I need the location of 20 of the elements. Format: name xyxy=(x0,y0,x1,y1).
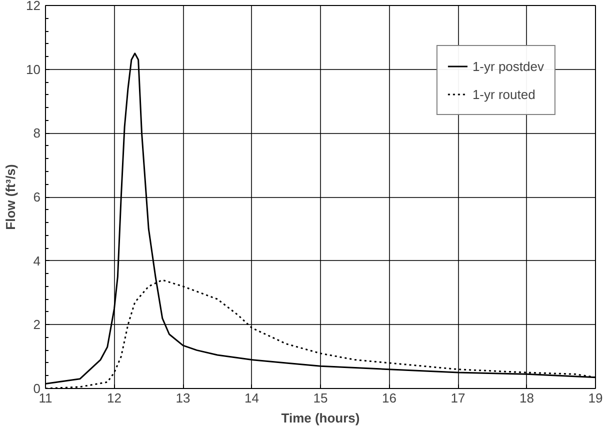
y-tick-label: 2 xyxy=(33,317,41,332)
x-tick-label: 11 xyxy=(38,390,52,406)
x-tick-label: 16 xyxy=(382,390,396,406)
x-tick-label: 13 xyxy=(176,390,190,406)
x-tick-label: 14 xyxy=(244,390,259,406)
y-tick-label: 12 xyxy=(26,0,41,13)
x-tick-label: 12 xyxy=(107,390,122,406)
x-tick-label: 19 xyxy=(588,390,603,406)
y-tick-label: 8 xyxy=(33,126,41,141)
y-tick-label: 6 xyxy=(33,190,41,204)
y-tick-label: 0 xyxy=(33,381,41,396)
x-tick-label: 17 xyxy=(450,390,466,406)
y-tick-label: 4 xyxy=(33,253,41,268)
y-axis-title: Flow (ft³/s) xyxy=(3,164,18,230)
legend-label: 1-yr routed xyxy=(472,86,536,102)
x-tick-label: 18 xyxy=(520,390,534,406)
x-axis-title: Time (hours) xyxy=(281,410,360,426)
legend-label: 1-yr postdev xyxy=(472,58,544,74)
y-tick-label: 10 xyxy=(26,62,41,77)
x-tick-label: 15 xyxy=(313,390,328,406)
